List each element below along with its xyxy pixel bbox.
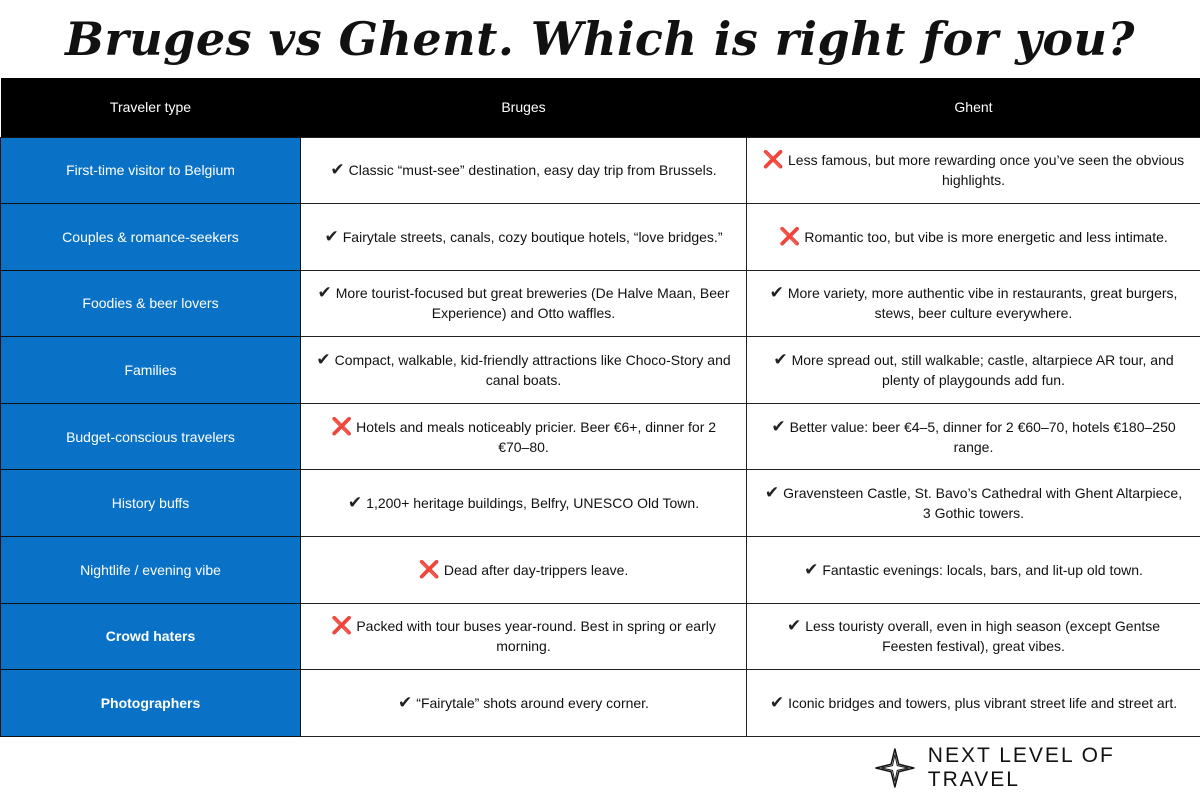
bruges-text: Dead after day-trippers leave. [443,561,629,578]
traveler-type-cell: Photographers [0,669,301,737]
checkmark-icon: ✔ [804,559,819,579]
bruges-cell: ✔ Compact, walkable, kid-friendly attract… [300,336,747,404]
traveler-type-cell: Families [0,336,301,404]
table-row: Crowd haters ❌ Packed with tour buses year… [0,602,1200,671]
checkmark-icon: ✔ [324,226,339,246]
comparison-table: Traveler type Bruges Ghent First-time vi… [0,78,1200,737]
table-row: History buffs ✔ 1,200+ heritage buildings,… [0,469,1200,538]
traveler-type-cell: Nightlife / evening vibe [0,536,301,604]
ghent-text: Romantic too, but vibe is more energetic… [804,228,1168,245]
cross-icon: ❌ [418,559,440,579]
table-row: Photographers ✔ “Fairytale” shots around e… [0,669,1200,737]
ghent-cell: ✔ Less touristy overall, even in high sea… [746,602,1200,671]
compass-star-icon [875,748,915,788]
ghent-cell: ✔ Fantastic evenings: locals, bars, and l… [746,536,1200,604]
ghent-cell: ✔ Iconic bridges and towers, plus vibrant… [746,669,1200,737]
checkmark-icon: ✔ [764,483,780,503]
ghent-text: Fantastic evenings: locals, bars, and li… [822,561,1143,578]
bruges-text: Fairytale streets, canals, cozy boutique… [342,228,723,245]
traveler-type-cell: Foodies & beer lovers [0,269,301,338]
checkmark-icon: ✔ [786,616,802,636]
checkmark-icon: ✔ [769,693,785,713]
ghent-text: Better value: beer €4–5, dinner for 2 €6… [789,418,1176,455]
brand-logo: NEXT LEVEL OF TRAVEL [874,744,1200,791]
cross-icon: ❌ [331,616,353,636]
ghent-text: Less famous, but more rewarding once you… [788,152,1185,189]
table-row: Families ✔ Compact, walkable, kid-friendly… [0,336,1200,404]
traveler-type-cell: First-time visitor to Belgium [0,136,301,205]
checkmark-icon: ✔ [317,283,332,303]
ghent-cell: ✔ More spread out, still walkable; castle… [746,336,1200,404]
header-ghent: Ghent [746,78,1200,137]
ghent-cell: ✔ Better value: beer €4–5, dinner for 2 €… [746,402,1200,471]
cross-icon: ❌ [779,226,801,246]
bruges-cell: ❌ Dead after day-trippers leave. [300,536,747,604]
header-traveler-type: Traveler type [0,78,301,137]
traveler-type-cell: Couples & romance-seekers [0,203,301,271]
ghent-text: Gravensteen Castle, St. Bavo’s Cathedral… [783,485,1183,522]
table-row: Budget-conscious travelers ❌ Hotels and me… [0,402,1200,471]
ghent-cell: ❌ Romantic too, but vibe is more energeti… [746,203,1200,271]
ghent-cell: ✔ Gravensteen Castle, St. Bavo’s Cathedra… [746,469,1200,538]
table-row: Couples & romance-seekers ✔ Fairytale stre… [0,203,1200,271]
table-row: First-time visitor to Belgium ✔ Classic “m… [0,136,1200,205]
traveler-type-cell: History buffs [0,469,301,538]
checkmark-icon: ✔ [771,416,786,436]
bruges-text: “Fairytale” shots around every corner. [416,695,649,712]
bruges-cell: ❌ Packed with tour buses year-round. Best… [300,602,747,671]
cross-icon: ❌ [330,416,353,436]
checkmark-icon: ✔ [330,160,345,180]
traveler-type-cell: Crowd haters [0,602,301,671]
bruges-cell: ❌ Hotels and meals noticeably pricier. Be… [300,402,747,471]
bruges-cell: ✔ Fairytale streets, canals, cozy boutiqu… [300,203,747,271]
ghent-cell: ✔ More variety, more authentic vibe in re… [746,269,1200,338]
brand-name: NEXT LEVEL OF TRAVEL [927,744,1115,791]
bruges-cell: ✔ 1,200+ heritage buildings, Belfry, UNES… [300,469,747,538]
bruges-cell: ✔ More tourist-focused but great brewerie… [300,269,747,338]
checkmark-icon: ✔ [316,350,331,370]
bruges-text: Packed with tour buses year-round. Best … [356,618,716,655]
bruges-text: Hotels and meals noticeably pricier. Bee… [356,418,717,455]
ghent-text: More spread out, still walkable; castle,… [791,352,1174,389]
table-row: Nightlife / evening vibe ❌ Dead after day-… [0,536,1200,604]
bruges-text: Compact, walkable, kid-friendly attracti… [334,352,731,389]
checkmark-icon: ✔ [769,283,784,303]
ghent-text: Less touristy overall, even in high seas… [805,618,1161,655]
cross-icon: ❌ [762,150,785,170]
ghent-text: Iconic bridges and towers, plus vibrant … [788,695,1178,712]
bruges-text: More tourist-focused but great breweries… [335,285,730,322]
table-row: Foodies & beer lovers ✔ More tourist-focus… [0,269,1200,338]
table-header-row: Traveler type Bruges Ghent [0,78,1200,137]
bruges-cell: ✔ Classic “must-see” destination, easy da… [300,136,747,205]
bruges-text: Classic “must-see” destination, easy day… [348,162,717,179]
ghent-text: More variety, more authentic vibe in res… [787,285,1178,322]
traveler-type-cell: Budget-conscious travelers [0,402,301,471]
ghent-cell: ❌ Less famous, but more rewarding once yo… [746,136,1200,205]
bruges-text: 1,200+ heritage buildings, Belfry, UNESC… [366,495,700,512]
page-title: Bruges vs Ghent. Which is right for you? [65,12,1135,66]
checkmark-icon: ✔ [398,693,413,713]
checkmark-icon: ✔ [773,350,788,370]
bruges-cell: ✔ “Fairytale” shots around every corner. [300,669,747,737]
header-bruges: Bruges [300,78,747,137]
checkmark-icon: ✔ [347,493,363,513]
